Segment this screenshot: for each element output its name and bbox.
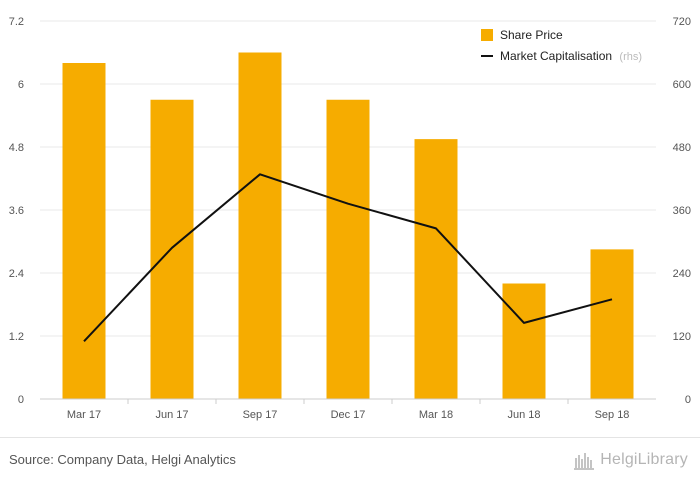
line-market-capitalisation <box>83 173 613 342</box>
y-left-tick-label: 3.6 <box>9 205 24 217</box>
bar-share-price <box>238 52 282 399</box>
x-tick-label: Mar 17 <box>67 409 101 421</box>
x-tick-label: Jun 18 <box>507 409 540 421</box>
legend-label-market-cap-suffix: (rhs) <box>619 51 642 63</box>
legend-swatch-share-price <box>481 29 493 41</box>
x-tick-label: Dec 17 <box>331 409 366 421</box>
x-tick-label: Mar 18 <box>419 409 453 421</box>
y-right-tick-label: 480 <box>673 142 691 154</box>
brand-logo: HelgiLibrary <box>574 449 688 471</box>
bar-share-price <box>590 249 634 399</box>
y-left-tick-label: 0 <box>18 394 24 406</box>
y-right-tick-label: 120 <box>673 331 691 343</box>
y-right-tick-label: 240 <box>673 268 691 280</box>
y-right-tick-label: 360 <box>673 205 691 217</box>
bar-series <box>62 52 634 399</box>
source-note: Source: Company Data, Helgi Analytics <box>9 452 236 467</box>
brand-text: HelgiLibrary <box>600 451 688 468</box>
legend: Share Price Market Capitalisation (rhs) <box>481 28 642 63</box>
bar-share-price <box>62 63 106 399</box>
y-left-tick-label: 4.8 <box>9 142 24 154</box>
bar-share-price <box>150 99 194 399</box>
bar-share-price <box>414 139 458 399</box>
footer: Source: Company Data, Helgi Analytics He… <box>0 437 700 484</box>
y-left-tick-label: 7.2 <box>9 16 24 28</box>
library-icon <box>574 453 595 470</box>
y-right-tick-label: 600 <box>673 79 691 91</box>
x-tick-label: Sep 18 <box>595 409 630 421</box>
y-right-tick-label: 0 <box>685 394 691 406</box>
bar-share-price <box>326 99 370 399</box>
y-left-tick-label: 2.4 <box>9 268 24 280</box>
x-tick-label: Jun 17 <box>155 409 188 421</box>
chart: 0 1.2 2.4 3.6 4.8 6 7.2 0 120 240 360 480 600 720 Mar … <box>9 16 691 421</box>
legend-label-market-cap: Market Capitalisation (rhs) <box>500 49 642 63</box>
legend-label-market-cap-main: Market Capitalisation <box>500 49 612 63</box>
y-left-tick-label: 1.2 <box>9 331 24 343</box>
line-series <box>83 173 613 342</box>
y-left-tick-label: 6 <box>18 79 24 91</box>
x-tick-label: Sep 17 <box>243 409 278 421</box>
y-right-tick-label: 720 <box>673 16 691 28</box>
bar-share-price <box>502 283 546 399</box>
axes: 0 1.2 2.4 3.6 4.8 6 7.2 0 120 240 360 480 600 720 Mar … <box>9 16 691 421</box>
legend-label-share-price: Share Price <box>500 28 563 42</box>
